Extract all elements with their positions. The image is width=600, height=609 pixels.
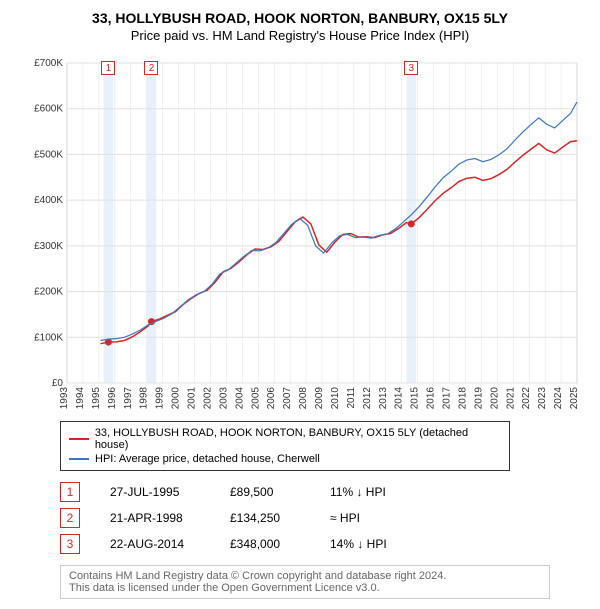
svg-text:1999: 1999 [155,387,166,410]
svg-text:2012: 2012 [362,387,373,410]
table-row: 2 21-APR-1998 £134,250 ≈ HPI [60,505,585,531]
marker-badge: 3 [60,534,80,554]
svg-text:2017: 2017 [442,387,453,410]
svg-text:2021: 2021 [505,387,516,410]
legend-item: 33, HOLLYBUSH ROAD, HOOK NORTON, BANBURY… [69,426,501,452]
legend-text: HPI: Average price, detached house, Cher… [95,453,320,465]
svg-text:2014: 2014 [394,387,405,410]
svg-text:1997: 1997 [123,387,134,410]
svg-text:2022: 2022 [521,387,532,410]
svg-text:2005: 2005 [250,387,261,410]
svg-text:£100K: £100K [34,332,63,343]
svg-text:2006: 2006 [266,387,277,410]
svg-text:1995: 1995 [91,387,102,410]
svg-text:2008: 2008 [298,387,309,410]
legend-text: 33, HOLLYBUSH ROAD, HOOK NORTON, BANBURY… [95,427,501,451]
svg-text:2009: 2009 [314,387,325,410]
chart-title-1: 33, HOLLYBUSH ROAD, HOOK NORTON, BANBURY… [15,10,585,26]
svg-text:1994: 1994 [75,387,86,410]
svg-text:£500K: £500K [34,149,63,160]
sale-hpi: 11% ↓ HPI [330,485,430,499]
svg-text:2000: 2000 [171,387,182,410]
svg-text:2010: 2010 [330,387,341,410]
svg-text:£200K: £200K [34,287,63,298]
svg-text:2020: 2020 [489,387,500,410]
svg-text:£600K: £600K [34,104,63,115]
chart-area: £0£100K£200K£300K£400K£500K£600K£700K199… [25,53,585,413]
svg-text:2025: 2025 [569,387,580,410]
sale-date: 22-AUG-2014 [110,537,230,551]
svg-text:1993: 1993 [59,387,70,410]
svg-text:2011: 2011 [346,387,357,409]
sale-date: 27-JUL-1995 [110,485,230,499]
footer-line: Contains HM Land Registry data © Crown c… [69,570,541,582]
line-chart: £0£100K£200K£300K£400K£500K£600K£700K199… [25,53,585,413]
sale-hpi: 14% ↓ HPI [330,537,430,551]
svg-text:£400K: £400K [34,195,63,206]
table-row: 3 22-AUG-2014 £348,000 14% ↓ HPI [60,531,585,557]
svg-text:£300K: £300K [34,241,63,252]
footer-line: This data is licensed under the Open Gov… [69,582,541,594]
svg-text:2015: 2015 [410,387,421,410]
svg-text:2007: 2007 [282,387,293,410]
chart-marker-label: 2 [144,61,158,75]
chart-title-2: Price paid vs. HM Land Registry's House … [15,28,585,43]
sale-date: 21-APR-1998 [110,511,230,525]
chart-marker-label: 1 [101,61,115,75]
marker-badge: 1 [60,482,80,502]
sales-table: 1 27-JUL-1995 £89,500 11% ↓ HPI 2 21-APR… [60,479,585,557]
svg-text:2003: 2003 [218,387,229,410]
marker-badge: 2 [60,508,80,528]
footer-attribution: Contains HM Land Registry data © Crown c… [60,565,550,599]
sale-price: £89,500 [230,485,330,499]
legend-item: HPI: Average price, detached house, Cher… [69,452,501,466]
svg-text:2013: 2013 [378,387,389,410]
svg-text:2001: 2001 [187,387,198,410]
svg-text:2019: 2019 [473,387,484,410]
svg-text:2004: 2004 [234,387,245,410]
sale-price: £348,000 [230,537,330,551]
svg-text:2024: 2024 [553,387,564,410]
svg-text:2016: 2016 [426,387,437,410]
svg-text:1998: 1998 [139,387,150,410]
svg-text:2002: 2002 [202,387,213,410]
chart-marker-label: 3 [404,61,418,75]
sale-price: £134,250 [230,511,330,525]
svg-text:£700K: £700K [34,58,63,69]
sale-hpi: ≈ HPI [330,511,430,525]
legend-box: 33, HOLLYBUSH ROAD, HOOK NORTON, BANBURY… [60,421,510,471]
svg-text:1996: 1996 [107,387,118,410]
svg-text:2023: 2023 [537,387,548,410]
svg-text:2018: 2018 [457,387,468,410]
table-row: 1 27-JUL-1995 £89,500 11% ↓ HPI [60,479,585,505]
